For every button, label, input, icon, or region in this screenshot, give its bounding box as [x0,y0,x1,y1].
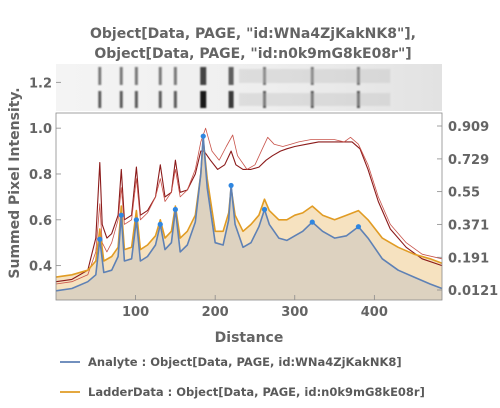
y-tick-label-right: 0.729 [448,153,489,168]
gel-band [98,67,102,85]
gel-smear [239,93,391,106]
legend-entry: LadderData : Object[Data, PAGE, id:n0k9m… [60,385,425,399]
reference-line-light [55,127,443,285]
legend: Analyte : Object[Data, PAGE, id:WNa4ZjKa… [60,355,425,399]
area-fills [56,136,442,300]
y-tick-label-right: 0.191 [448,251,489,266]
x-tick-label: 400 [361,305,388,320]
peak-point [261,206,268,213]
axes [55,112,443,301]
reference-line-dark [55,141,443,283]
gel-band [158,67,162,85]
y-tick-label-right: 0.909 [448,120,489,135]
gel-band [173,67,177,85]
x-tick-label: 200 [202,305,229,320]
gel-lane-images [56,64,442,111]
y-tick-label-left: 0.6 [29,214,52,229]
y-tick-label-left: 0.4 [29,260,52,275]
gel-band [173,91,177,108]
gel-band [158,91,162,108]
analyte-area-fill [56,136,442,300]
gel-band [119,91,123,108]
y-tick-label-left: 1.0 [29,122,52,137]
gel-band [134,67,138,85]
peak-point [157,221,163,227]
gel-band [119,67,123,85]
gel-band [228,67,234,85]
peak-point [133,217,139,223]
x-tick-label: 100 [122,305,149,320]
peak-point [228,182,234,189]
analyte-line [55,135,443,292]
y-tick-label-right: 0.0121 [448,284,498,299]
peak-markers [97,133,362,242]
legend-entry: Analyte : Object[Data, PAGE, id:WNa4ZjKa… [60,355,402,369]
chart-title-line-1: Object[Data, PAGE, "id:WNa4ZjKakNK8"], [90,26,416,42]
y-tick-label-left: 0.8 [29,168,52,183]
legend-label: LadderData : Object[Data, PAGE, id:n0k9m… [88,385,425,399]
y-tick-label-left: 1.2 [29,76,52,91]
gel-band [200,67,207,85]
y-tick-label-right: 0.371 [448,218,489,233]
peak-point [118,212,124,218]
peak-point [309,219,315,225]
chart-title-line-2: Object[Data, PAGE, "id:n0k9mG8kE08r"] [94,46,411,62]
plot-frame [55,112,443,301]
y-tick-label-right: 0.55 [448,186,480,201]
x-axis-label: Distance [215,330,284,346]
peak-point [200,133,206,139]
gel-band [134,91,138,108]
gel-band [228,91,234,108]
tick-labels: 100 200 300 400 0.4 0.6 0.8 1.0 1.2 0.909 0.729 0.5… [29,76,498,320]
y-axis-label: Summed Pixel Intensity. [7,87,23,278]
gel-smear [239,69,391,83]
x-tick-label: 300 [281,305,308,320]
peak-point [355,224,362,230]
peak-point [172,206,178,213]
gel-band [98,91,102,108]
legend-label: Analyte : Object[Data, PAGE, id:WNa4ZjKa… [88,355,402,369]
gel-band [200,91,207,108]
peak-point [97,236,103,242]
